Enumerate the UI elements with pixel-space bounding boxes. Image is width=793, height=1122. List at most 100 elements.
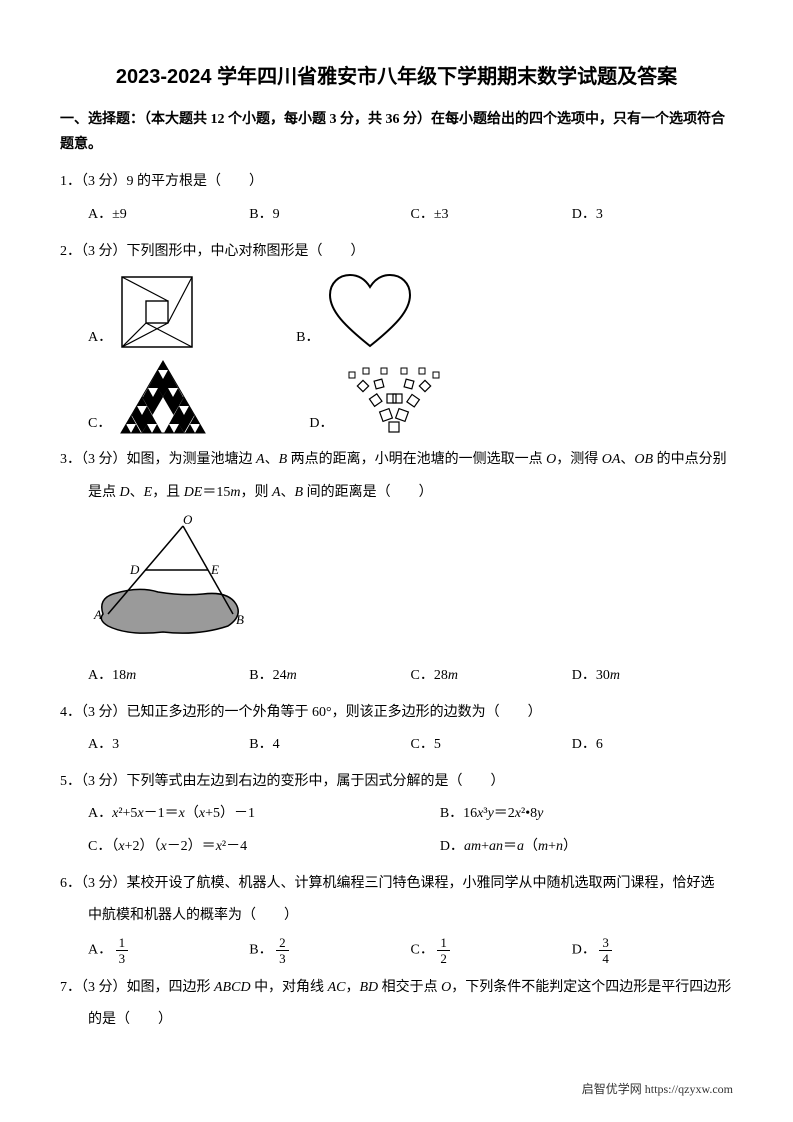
q3-t8: OA — [602, 452, 621, 467]
opt-3d-pre: D．30 — [572, 668, 610, 683]
pinwheel-shape-icon — [118, 273, 196, 351]
option-3d: D．30m — [572, 663, 733, 690]
option-4a: A．3 — [88, 732, 249, 759]
q3-t1: 3．（3 分）如图，为测量池塘边 — [60, 452, 256, 467]
5c-1: C．（ — [88, 839, 118, 854]
option-6b: B． 23 — [249, 936, 410, 965]
opt-3a-suf: m — [126, 668, 136, 683]
question-6-text: 6．（3 分）某校开设了航模、机器人、计算机编程三门特色课程，小雅同学从中随机选… — [60, 871, 733, 898]
q3-t4: B — [279, 452, 288, 467]
option-1c: C．±3 — [411, 202, 572, 229]
question-4-options: A．3 B．4 C．5 D．6 — [60, 732, 733, 759]
7-t3: 中，对角线 — [251, 980, 328, 995]
question-6: 6．（3 分）某校开设了航模、机器人、计算机编程三门特色课程，小雅同学从中随机选… — [60, 871, 733, 965]
question-7-text2: 的是（ ） — [60, 1007, 733, 1034]
5d-9: + — [548, 839, 556, 854]
fraction-6a: 13 — [116, 936, 129, 965]
5b-8: y — [537, 806, 543, 821]
6c-num: 1 — [437, 936, 450, 951]
6d-den: 4 — [599, 951, 612, 965]
option-5c: C．（x+2）（x－2）＝x²－4 — [88, 834, 440, 861]
option-1d: D．3 — [572, 202, 733, 229]
label-B: B — [236, 612, 244, 627]
option-5a: A．x²+5x－1＝x（x+5）－1 — [88, 801, 440, 828]
question-7-text: 7．（3 分）如图，四边形 ABCD 中，对角线 AC，BD 相交于点 O，下列… — [60, 975, 733, 1002]
5d-7: （ — [524, 839, 538, 854]
option-6a: A． 13 — [88, 936, 249, 965]
5c-5: －2）＝ — [167, 839, 216, 854]
5d-5: ＝ — [503, 839, 517, 854]
7-t4: AC — [328, 980, 346, 995]
option-1a: A．±9 — [88, 202, 249, 229]
option-6d: D． 34 — [572, 936, 733, 965]
question-1: 1．（3 分）9 的平方根是（ ） A．±9 B．9 C．±3 D．3 — [60, 169, 733, 228]
7-t6: BD — [359, 980, 378, 995]
q3-t3: 、 — [265, 452, 279, 467]
question-2-options-row1: A． B． — [60, 271, 733, 351]
question-7: 7．（3 分）如图，四边形 ABCD 中，对角线 AC，BD 相交于点 O，下列… — [60, 975, 733, 1034]
q3-l2-7: ＝15 — [202, 485, 230, 500]
question-5-options-row1: A．x²+5x－1＝x（x+5）－1 B．16x³y＝2x²•8y — [60, 801, 733, 828]
6b-num: 2 — [276, 936, 289, 951]
option-3c: C．28m — [411, 663, 572, 690]
opt-3b-pre: B．24 — [249, 668, 286, 683]
5c-3: +2）（ — [125, 839, 161, 854]
option-2b: B． — [296, 271, 415, 351]
q3-l2-10: A — [272, 485, 281, 500]
7-t7: 相交于点 — [378, 980, 441, 995]
q3-t6: O — [546, 452, 556, 467]
q3-t10: OB — [634, 452, 653, 467]
question-2-options-row2: C． D． — [60, 357, 733, 437]
option-2d-label: D． — [309, 411, 333, 438]
label-E: E — [210, 562, 219, 577]
q3-t9: 、 — [620, 452, 634, 467]
option-1b: B．9 — [249, 202, 410, 229]
5d-10: n — [556, 839, 563, 854]
6c-label: C． — [411, 942, 434, 957]
option-2a: A． — [88, 273, 196, 351]
5d-11: ） — [563, 839, 577, 854]
5a-5: －1＝ — [144, 806, 179, 821]
pond-triangle-diagram-icon: O D E A B — [88, 514, 258, 644]
6d-label: D． — [572, 942, 596, 957]
option-5d: D．am+an＝a（m+n） — [440, 834, 733, 861]
q3-l2-3: 、 — [130, 485, 144, 500]
option-2d: D． — [309, 362, 449, 437]
question-3-text: 3．（3 分）如图，为测量池塘边 A、B 两点的距离，小明在池塘的一侧选取一点 … — [60, 447, 733, 474]
option-5b: B．16x³y＝2x²•8y — [440, 801, 733, 828]
section-header: 一、选择题：（本大题共 12 个小题，每小题 3 分，共 36 分）在每小题给出… — [60, 107, 733, 157]
q3-t5: 两点的距离，小明在池塘的一侧选取一点 — [287, 452, 546, 467]
q3-l2-8: m — [230, 485, 240, 500]
question-5-options-row2: C．（x+2）（x－2）＝x²－4 D．am+an＝a（m+n） — [60, 834, 733, 861]
6a-den: 3 — [116, 951, 129, 965]
option-2c-label: C． — [88, 411, 111, 438]
option-4c: C．5 — [411, 732, 572, 759]
question-2-text: 2．（3 分）下列图形中，中心对称图形是（ ） — [60, 239, 733, 266]
5d-2: am — [464, 839, 481, 854]
fractal-tree-icon — [339, 362, 449, 437]
question-2: 2．（3 分）下列图形中，中心对称图形是（ ） A． B． C． — [60, 239, 733, 438]
question-5-text: 5．（3 分）下列等式由左边到右边的变形中，属于因式分解的是（ ） — [60, 769, 733, 796]
option-2a-label: A． — [88, 325, 112, 352]
option-2c: C． — [88, 357, 209, 437]
6a-num: 1 — [116, 936, 129, 951]
5a-3: ²+5 — [118, 806, 137, 821]
5d-8: m — [538, 839, 548, 854]
q3-t7: ，测得 — [556, 452, 602, 467]
6a-label: A． — [88, 942, 112, 957]
opt-3b-suf: m — [287, 668, 297, 683]
6d-num: 3 — [599, 936, 612, 951]
q3-l2-1: 是点 — [88, 485, 120, 500]
5a-7: （ — [185, 806, 199, 821]
question-1-options: A．±9 B．9 C．±3 D．3 — [60, 202, 733, 229]
opt-3c-suf: m — [448, 668, 458, 683]
5a-9: +5）－1 — [205, 806, 255, 821]
6b-label: B． — [249, 942, 272, 957]
question-3-diagram: O D E A B — [60, 514, 733, 655]
fraction-6c: 12 — [437, 936, 450, 965]
opt-3c-pre: C．28 — [411, 668, 448, 683]
q3-t11: 的中点分别 — [653, 452, 727, 467]
q3-l2-2: D — [120, 485, 130, 500]
q3-l2-6: DE — [184, 485, 203, 500]
label-D: D — [129, 562, 140, 577]
